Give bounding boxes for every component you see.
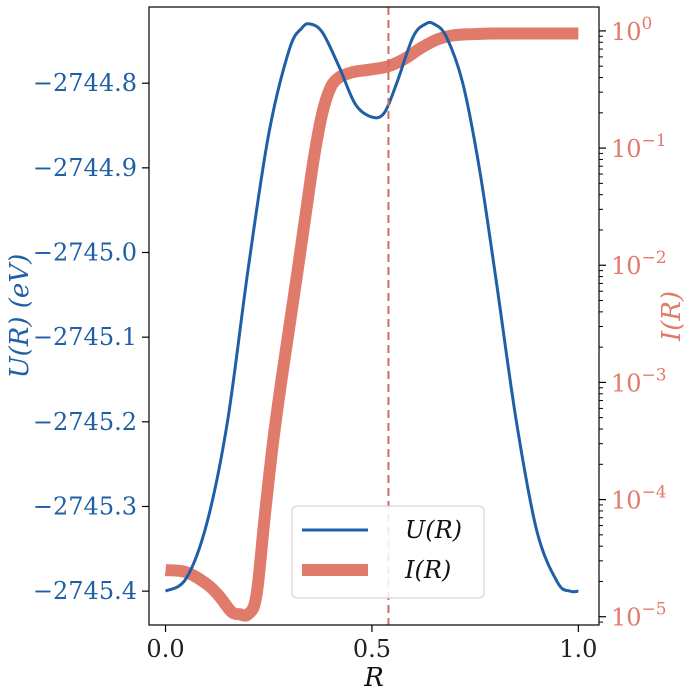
x-tick-label: 1.0 xyxy=(559,635,597,663)
y-right-tick-label: 100 xyxy=(611,14,652,46)
y-axis-left-label: U(R) (eV) xyxy=(5,254,35,379)
y-left-tick-label: −2745.3 xyxy=(33,492,137,520)
y-right-tick-label: 10−4 xyxy=(611,483,667,515)
bottom-axis-ticks: 0.0 0.5 1.0 xyxy=(146,625,597,663)
y-right-tick-label: 10−2 xyxy=(611,248,667,280)
y-right-tick-label: 10−3 xyxy=(611,365,667,397)
y-left-tick-label: −2745.0 xyxy=(33,239,137,267)
plot-frame xyxy=(148,6,600,626)
x-tick-label: 0.5 xyxy=(353,635,391,663)
right-axis-ticks: 100 10−1 10−2 10−3 10−4 10−5 xyxy=(599,14,667,632)
y-right-tick-label: 10−1 xyxy=(611,131,667,163)
x-axis-label: R xyxy=(363,663,384,693)
x-tick-label: 0.0 xyxy=(146,635,184,663)
y-right-tick-label: 10−5 xyxy=(611,600,667,632)
left-axis-ticks: −2744.8 −2744.9 −2745.0 −2745.1 −2745.2 −2745… xyxy=(33,69,149,605)
y-left-tick-label: −2744.9 xyxy=(33,154,137,182)
series-line-u xyxy=(164,20,579,594)
y-left-tick-label: −2744.8 xyxy=(33,69,137,97)
series-layer xyxy=(164,20,579,622)
y-left-tick-label: −2745.4 xyxy=(33,577,137,605)
legend: U(R) I(R) xyxy=(291,505,485,599)
y-left-tick-label: −2745.1 xyxy=(33,323,137,351)
y-axis-right-label: I(R) xyxy=(657,291,687,342)
legend-label-i: I(R) xyxy=(404,556,451,584)
series-line-i xyxy=(164,27,579,622)
y-left-tick-label: −2745.2 xyxy=(33,408,137,436)
legend-label-u: U(R) xyxy=(405,516,462,544)
